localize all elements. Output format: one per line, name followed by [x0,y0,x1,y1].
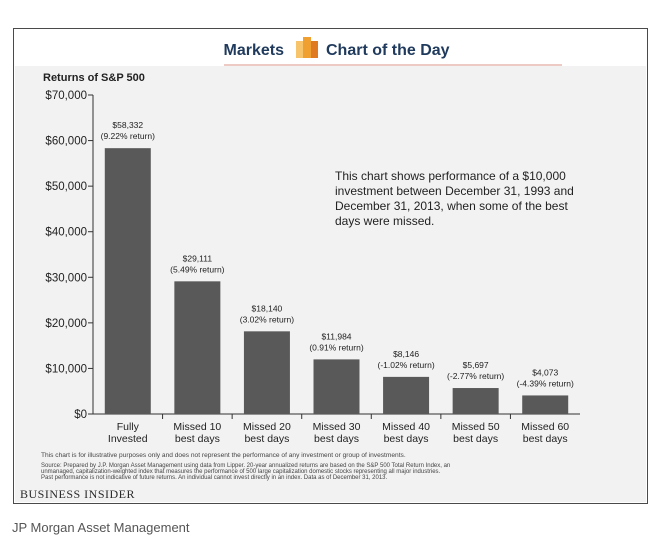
source-line-3: Past performance is not indicative of fu… [41,475,388,481]
annotation-line-3: December 31, 2013, when some of the best [335,199,568,213]
brand-left: Markets [224,42,285,59]
value-label: $29,111 [183,253,213,263]
bar-5 [383,376,430,414]
markets-logo-icon [296,37,318,58]
return-label: (-1.02% return) [377,360,434,370]
x-tick-label: best days [314,433,359,445]
annotation-line-4: days were missed. [335,214,434,228]
bar-2 [174,281,221,414]
x-tick-label: best days [384,433,429,445]
y-tick-label: $10,000 [45,363,87,375]
y-tick-label: $30,000 [45,272,87,284]
brand-right: Chart of the Day [326,42,450,59]
header-band [15,30,646,66]
return-label: (3.02% return) [240,314,294,324]
y-tick-label: $40,000 [45,227,87,239]
x-tick-label: best days [523,433,568,445]
y-tick-label: $50,000 [45,181,87,193]
source-text: Source: Prepared by J.P. Morgan Asset Ma… [41,463,452,481]
y-tick-label: $60,000 [45,136,87,148]
value-label: $4,073 [532,367,558,377]
x-tick-label: Missed 30 [313,421,361,433]
return-label: (-4.39% return) [517,378,574,388]
bar-7 [522,395,569,414]
x-tick-label: Invested [108,433,148,445]
image-caption: JP Morgan Asset Management [12,520,190,535]
source-line-1: Source: Prepared by J.P. Morgan Asset Ma… [41,463,450,469]
value-label: $5,697 [463,360,489,370]
annotation-line-1: This chart shows performance of a $10,00… [335,169,566,183]
annotation-text: This chart shows performance of a $10,00… [335,169,577,228]
x-tick-label: Missed 50 [452,421,500,433]
y-tick-label: $0 [74,409,87,421]
x-tick-label: best days [244,433,289,445]
bar-4 [313,359,360,414]
bar-labels: $58,332(9.22% return) $29,111(5.49% retur… [101,120,574,388]
y-tick-label: $70,000 [45,90,87,102]
y-axis-title: Returns of S&P 500 [43,72,145,84]
return-label: (5.49% return) [170,264,224,274]
bar-6 [452,388,499,414]
x-tick-label: best days [453,433,498,445]
publisher-logo: BUSINESS INSIDER [20,487,135,501]
value-label: $8,146 [393,349,419,359]
chart-frame: Markets Chart of the Day Returns of S&P … [13,28,648,504]
y-tick-label: $20,000 [45,318,87,330]
x-tick-label: Missed 10 [173,421,221,433]
bar-chart: Markets Chart of the Day Returns of S&P … [15,30,646,502]
x-tick-label: Fully [117,421,140,433]
annotation-line-2: investment between December 31, 1993 and [335,184,574,198]
y-ticks: $0 $10,000 $20,000 $30,000 $40,000 $50,000 $60… [45,90,93,421]
bar-1 [104,148,151,415]
bar-3 [243,331,290,414]
x-tick-label: best days [175,433,220,445]
value-label: $11,984 [321,331,351,341]
bars [104,148,569,415]
disclaimer-text: This chart is for illustrative purposes … [41,452,406,459]
return-label: (0.91% return) [309,342,363,352]
value-label: $18,140 [252,303,283,313]
x-tick-label: Missed 60 [521,421,569,433]
return-label: (-2.77% return) [447,371,504,381]
x-tick-label: Missed 20 [243,421,291,433]
x-tick-label: Missed 40 [382,421,430,433]
source-line-2: unmanaged, capitalization-weighted index… [41,469,441,475]
return-label: (9.22% return) [101,131,155,141]
value-label: $58,332 [112,120,143,130]
